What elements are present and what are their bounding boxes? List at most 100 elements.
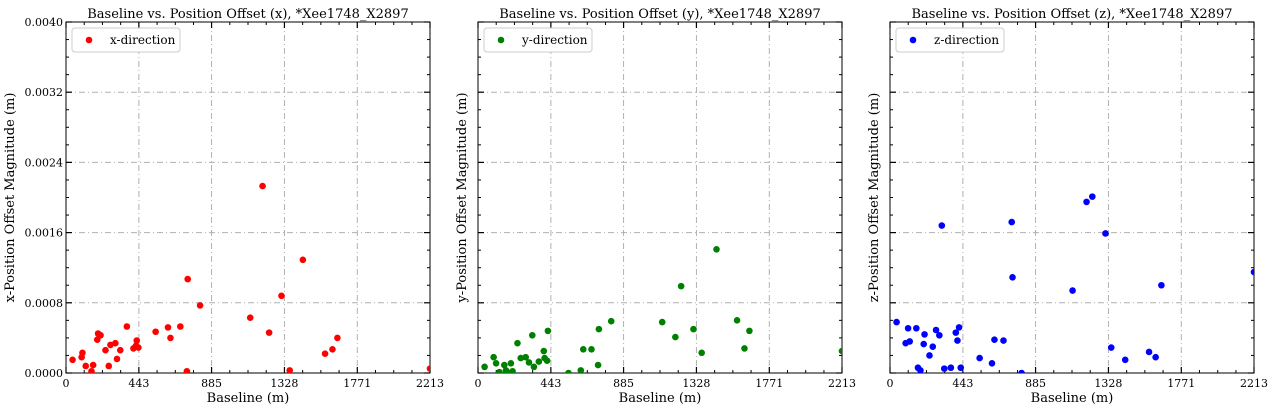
data-point-x-direction [167, 334, 174, 342]
data-point-y-direction [492, 360, 500, 367]
data-point-y-direction [501, 361, 508, 369]
data-point-z-direction [936, 331, 943, 339]
data-point-z-direction [1250, 268, 1254, 276]
y-tick-label: 0.0032 [25, 86, 64, 99]
data-point-y-direction [838, 347, 842, 355]
data-point-y-direction [577, 367, 585, 373]
data-point-y-direction [607, 317, 615, 325]
data-point-z-direction [913, 324, 920, 332]
data-point-x-direction [278, 292, 285, 300]
data-point-x-direction [88, 367, 95, 373]
y-tick-label: 0.0016 [25, 227, 64, 240]
legend-label: y-direction [521, 33, 588, 47]
data-point-z-direction [1018, 369, 1025, 373]
data-point-x-direction [133, 337, 141, 344]
data-point-y-direction [543, 357, 551, 365]
data-point-z-direction [917, 367, 924, 373]
legend-box [895, 27, 1005, 53]
legend-label: z-direction [934, 33, 999, 47]
y-tick-label: 0.0040 [25, 16, 64, 29]
data-point-y-direction [565, 369, 572, 373]
x-tick-label: 0 [475, 377, 482, 390]
data-point-x-direction [105, 362, 113, 370]
data-point-z-direction [1121, 356, 1129, 364]
data-point-x-direction [426, 365, 430, 372]
data-point-y-direction [514, 339, 521, 347]
legend-label: x-direction [110, 33, 176, 47]
data-point-z-direction [893, 318, 900, 326]
data-point-z-direction [955, 324, 963, 331]
x-tick-label: 0 [63, 377, 70, 390]
data-point-y-direction [544, 327, 552, 335]
data-point-z-direction [1000, 337, 1007, 344]
plot-frame [889, 21, 1255, 374]
chart-title: Baseline vs. Position Offset (x), *Xee17… [87, 7, 408, 22]
legend-box [483, 27, 593, 53]
data-point-z-direction [1158, 281, 1165, 289]
x-axis-label: Baseline (m) [619, 391, 702, 406]
data-point-z-direction [952, 329, 960, 336]
x-tick-label: 1771 [755, 377, 783, 390]
data-point-x-direction [135, 344, 142, 351]
data-point-y-direction [490, 353, 497, 361]
y-tick-label: 0.0024 [25, 156, 64, 169]
data-point-z-direction [1009, 274, 1016, 281]
legend-marker [497, 36, 505, 44]
data-point-y-direction [588, 346, 595, 353]
data-point-y-direction [507, 360, 515, 367]
data-point-y-direction [741, 345, 748, 352]
x-tick-label: 2213 [828, 377, 856, 390]
data-point-z-direction [932, 326, 940, 334]
data-point-x-direction [299, 256, 307, 264]
data-point-z-direction [976, 354, 983, 362]
data-point-z-direction [929, 343, 937, 350]
legend-marker [85, 36, 93, 44]
data-point-x-direction [183, 367, 191, 373]
legend-box [71, 27, 181, 53]
data-point-x-direction [102, 346, 109, 354]
data-point-z-direction [1069, 287, 1076, 294]
data-points [69, 182, 430, 373]
x-tick-label: 1771 [1167, 377, 1195, 390]
data-point-z-direction [1083, 198, 1090, 206]
data-point-y-direction [713, 245, 720, 253]
data-point-z-direction [957, 364, 965, 372]
data-point-z-direction [1152, 353, 1159, 361]
data-point-y-direction [672, 333, 679, 341]
x-tick-label: 0 [887, 377, 894, 390]
x-tick-label: 885 [613, 377, 634, 390]
data-point-y-direction [496, 368, 503, 373]
data-point-x-direction [82, 362, 90, 370]
legend: z-direction [895, 27, 1005, 53]
data-point-z-direction [1102, 230, 1109, 237]
data-point-z-direction [940, 365, 948, 372]
x-tick-label: 885 [201, 377, 222, 390]
data-point-y-direction [595, 325, 603, 333]
data-point-x-direction [334, 334, 341, 342]
chart-panel-1: 0 443 885 1328 1771 2213 0.0000 0.0008 0.0016 0.0… [3, 7, 444, 406]
x-tick-label: 443 [540, 377, 561, 390]
data-point-x-direction [89, 361, 97, 369]
data-point-y-direction [517, 354, 525, 362]
data-point-z-direction [904, 324, 912, 332]
x-tick-label: 1328 [270, 377, 298, 390]
data-point-y-direction [677, 282, 685, 290]
x-tick-label: 443 [128, 377, 149, 390]
data-point-x-direction [329, 346, 336, 353]
data-point-y-direction [528, 331, 536, 339]
data-points [893, 193, 1254, 373]
data-point-x-direction [97, 331, 104, 339]
data-point-z-direction [1107, 344, 1115, 351]
y-axis-label: y-Position Offset Magnitude (m) [455, 92, 470, 303]
data-point-y-direction [522, 353, 529, 361]
data-point-x-direction [286, 367, 293, 373]
x-tick-label: 2213 [416, 377, 444, 390]
data-point-y-direction [540, 347, 548, 355]
data-point-x-direction [69, 356, 76, 364]
data-point-y-direction [698, 349, 705, 357]
x-tick-label: 443 [952, 377, 973, 390]
data-point-y-direction [509, 367, 516, 373]
data-point-x-direction [123, 323, 131, 330]
y-axis-label: x-Position Offset Magnitude (m) [3, 93, 18, 303]
data-point-x-direction [79, 349, 86, 357]
